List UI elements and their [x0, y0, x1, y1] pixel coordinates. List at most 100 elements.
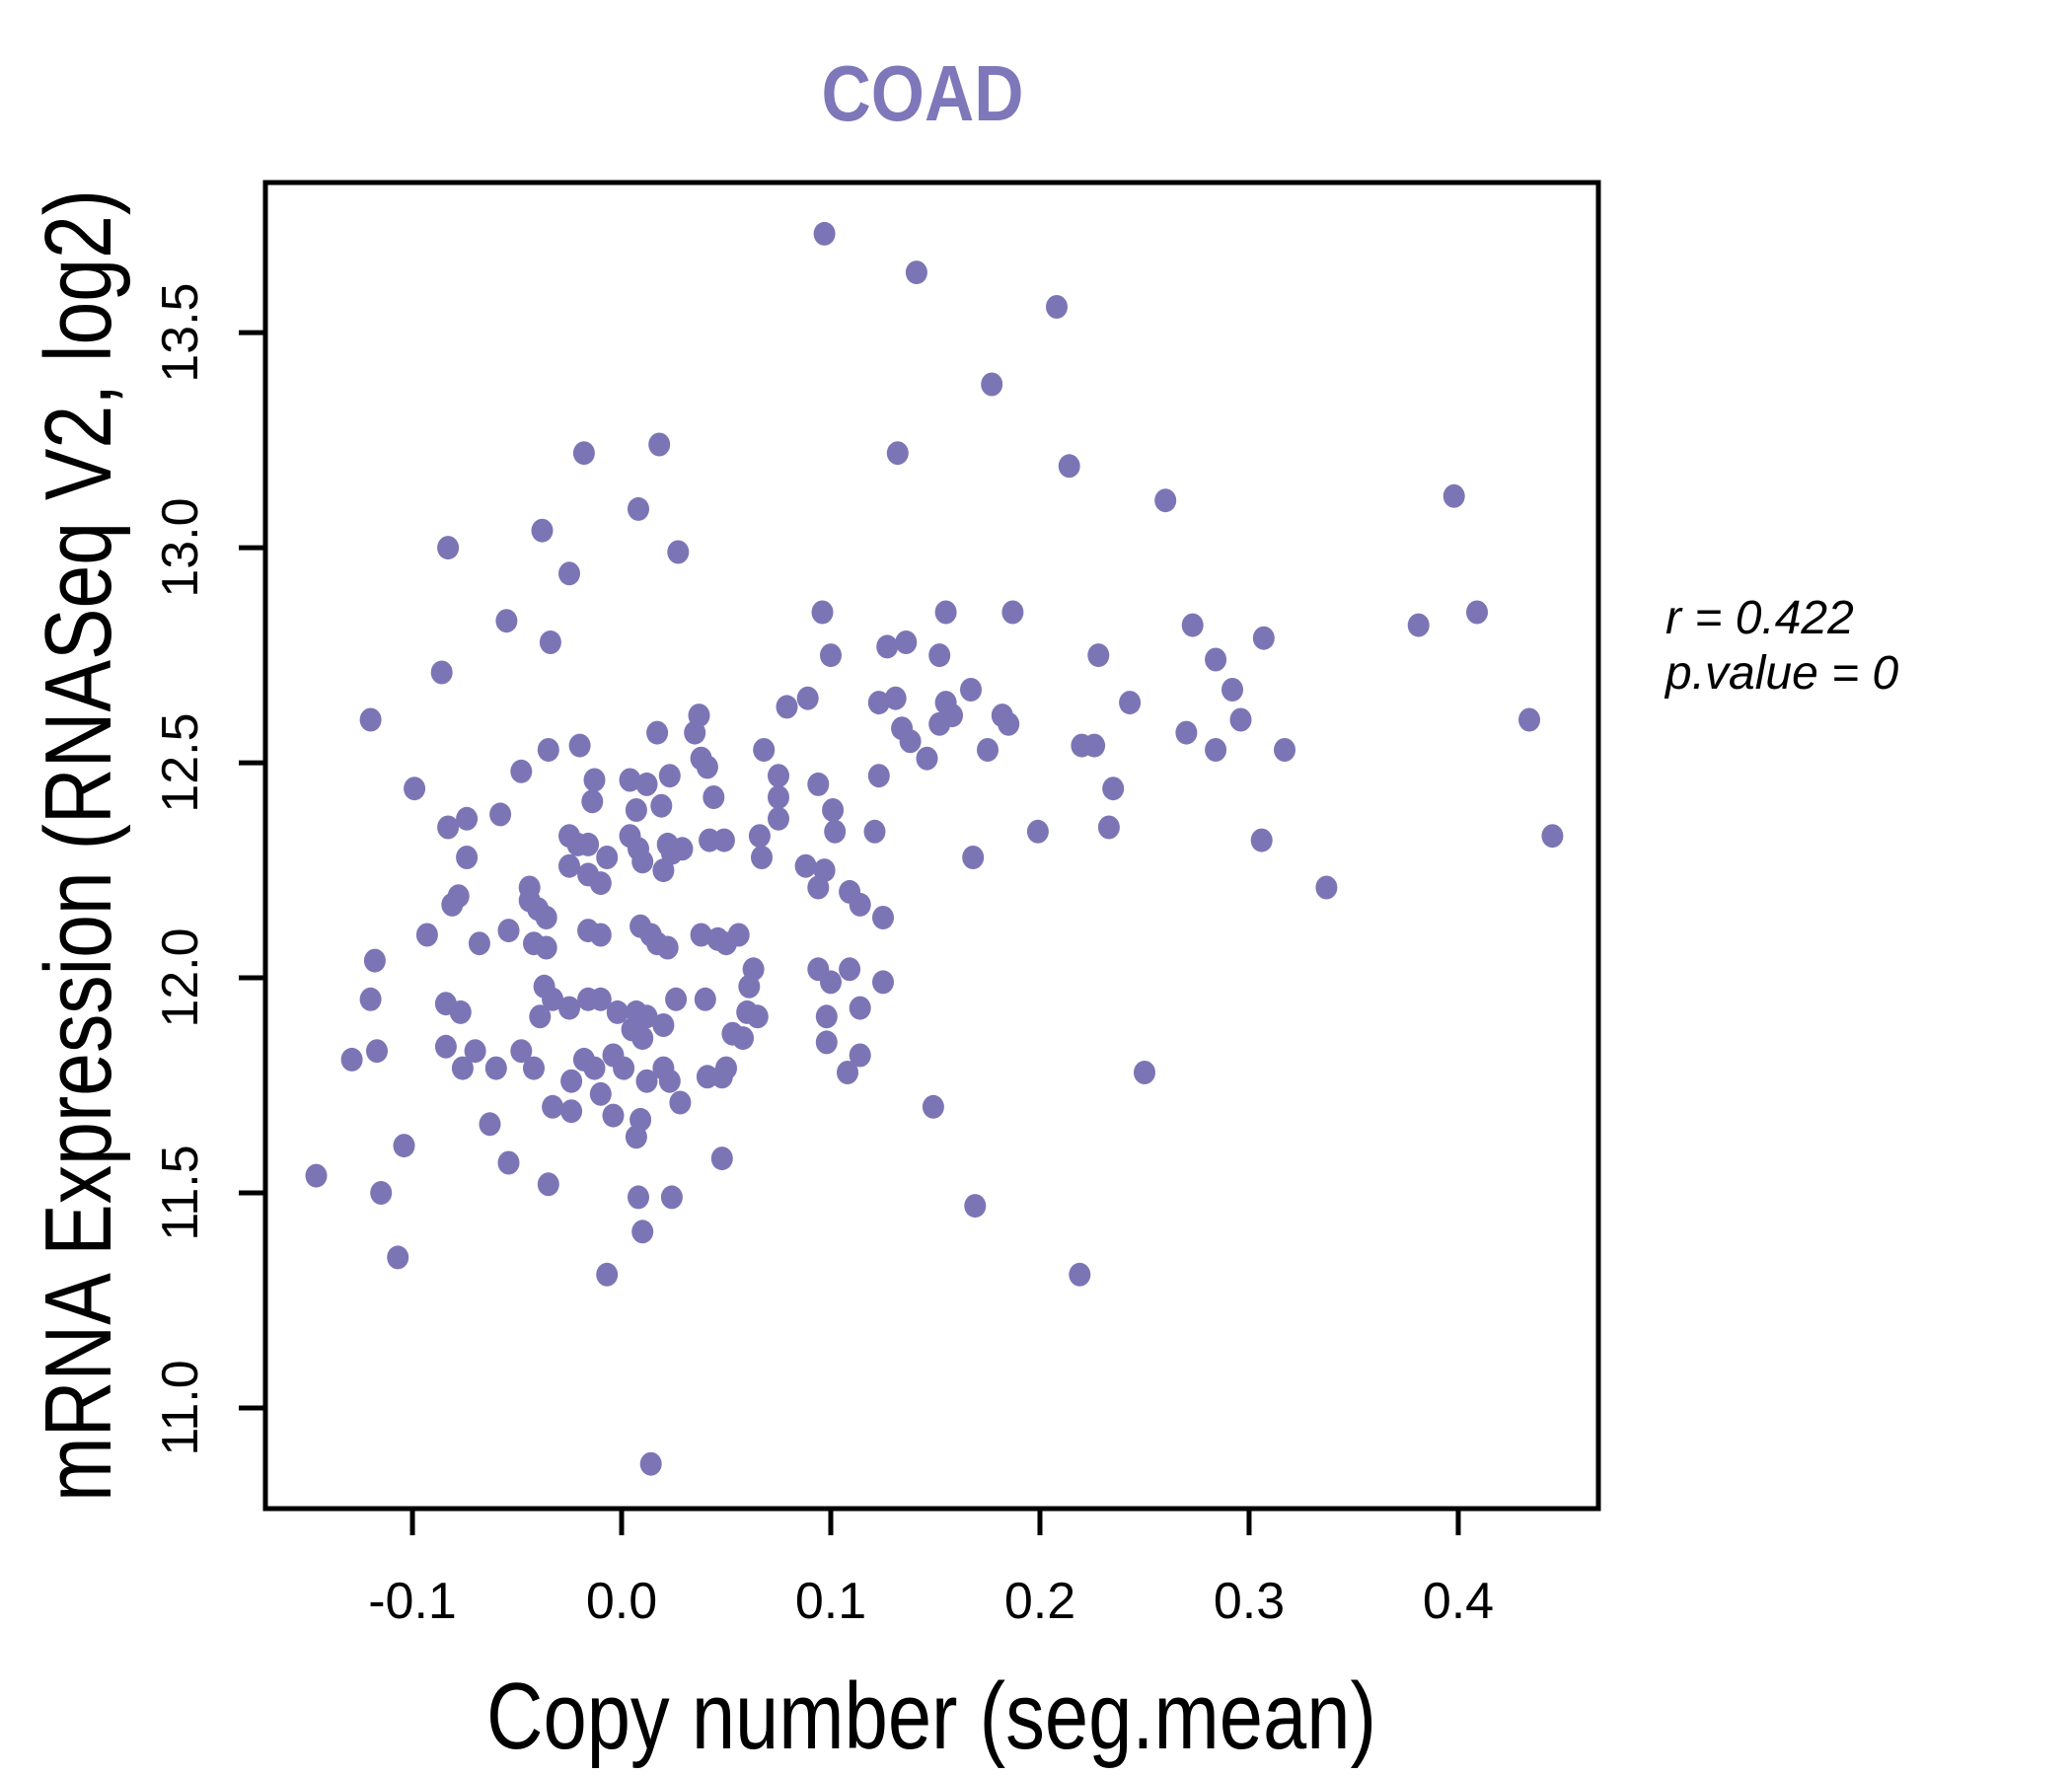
data-point [589, 923, 612, 947]
data-point [746, 1004, 769, 1029]
data-point [1205, 647, 1227, 672]
data-point [484, 1056, 507, 1080]
data-point [863, 819, 886, 844]
data-point [639, 1451, 662, 1476]
data-point [768, 806, 789, 831]
data-point [916, 746, 938, 771]
data-point [635, 1069, 658, 1093]
data-point [489, 802, 512, 827]
data-point [1026, 819, 1049, 844]
data-point [589, 871, 612, 896]
data-point [434, 1034, 457, 1059]
data-point [977, 738, 999, 762]
data-point [340, 1047, 363, 1072]
data-point [905, 260, 927, 285]
data-point [960, 678, 982, 702]
data-point [635, 772, 658, 796]
data-point [1407, 613, 1430, 637]
data-point [1046, 295, 1068, 319]
data-point [656, 935, 679, 960]
data-point [748, 824, 771, 849]
data-point [558, 561, 580, 586]
data-point [1466, 600, 1488, 625]
data-point [751, 846, 773, 869]
data-point [1069, 1262, 1091, 1287]
plot-frame [262, 180, 1601, 1512]
data-point [1097, 815, 1120, 840]
data-point [1181, 613, 1204, 637]
data-point [359, 987, 382, 1011]
data-point [934, 600, 957, 625]
data-point [537, 1172, 559, 1197]
data-point [542, 987, 564, 1011]
data-point [404, 777, 426, 801]
data-point [768, 785, 789, 809]
data-point [928, 643, 951, 668]
data-point [635, 1004, 658, 1029]
data-point [665, 987, 688, 1011]
data-point [815, 1030, 838, 1055]
data-point [776, 695, 798, 719]
x-axis-title: Copy number (seg.mean) [486, 1664, 1376, 1769]
correlation-annotation: r = 0.422 [1665, 592, 1854, 644]
data-point [1252, 626, 1275, 650]
data-point [849, 996, 871, 1020]
data-point [1315, 875, 1338, 900]
data-point [813, 858, 836, 883]
data-point [652, 858, 675, 883]
data-point [646, 720, 669, 745]
y-axis-ticks: 11.0 11.5 12.0 12.5 13.0 13.5 [152, 283, 265, 1456]
data-point [510, 759, 533, 783]
data-point [577, 832, 600, 856]
data-point [479, 1112, 501, 1137]
data-point [1250, 828, 1273, 852]
data-point [884, 686, 907, 710]
data-point [523, 1056, 545, 1080]
data-point [922, 1094, 944, 1119]
data-point [876, 634, 899, 659]
data-point [667, 540, 690, 564]
data-point [710, 1147, 733, 1171]
data-point [581, 789, 604, 814]
data-point [1119, 691, 1142, 715]
data-point [619, 768, 641, 792]
data-point [696, 755, 718, 779]
data-point [583, 1056, 606, 1080]
data-point [449, 999, 472, 1024]
data-point [753, 738, 776, 762]
data-point [962, 846, 985, 869]
data-point [1087, 643, 1110, 668]
data-point [652, 1013, 675, 1037]
data-point [568, 733, 591, 758]
data-point [712, 828, 735, 852]
data-point [964, 1194, 987, 1219]
x-axis-tick-label: -0.1 [368, 1573, 457, 1630]
data-point [690, 923, 712, 947]
data-point [415, 923, 438, 947]
y-axis-tick-label: 12.5 [152, 712, 209, 812]
data-point [1518, 707, 1540, 732]
x-axis-tick-label: 0.3 [1214, 1573, 1285, 1630]
data-point [650, 793, 673, 818]
data-point [1443, 483, 1465, 508]
data-point [589, 1081, 612, 1106]
y-axis-tick-label: 11.5 [152, 1145, 209, 1240]
data-point [998, 711, 1020, 736]
data-point [464, 1039, 486, 1064]
data-point [1274, 738, 1295, 762]
data-point [370, 1181, 393, 1205]
data-point [849, 1043, 871, 1068]
data-point [872, 906, 894, 929]
chart-title: COAD [822, 49, 1024, 137]
data-point [430, 660, 453, 685]
data-point [631, 1220, 654, 1244]
data-point [451, 1056, 474, 1080]
data-point [928, 711, 951, 736]
data-point [895, 630, 918, 654]
data-point [732, 1026, 754, 1051]
data-point [625, 798, 647, 822]
data-point [837, 1061, 858, 1084]
data-point [1229, 707, 1252, 732]
